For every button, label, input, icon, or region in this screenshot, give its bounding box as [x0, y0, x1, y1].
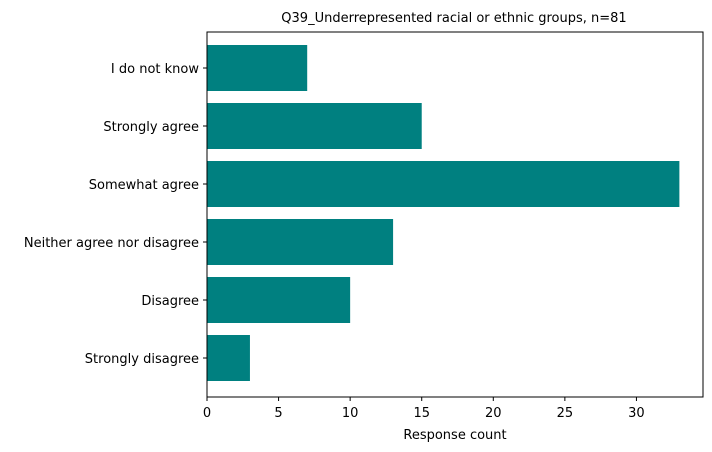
x-tick-label: 10 — [342, 406, 359, 421]
x-tick-label: 0 — [203, 406, 211, 421]
bar-disagree — [207, 277, 351, 323]
y-tick-label: Disagree — [141, 294, 199, 309]
chart-title: Q39_Underrepresented racial or ethnic gr… — [281, 11, 626, 26]
y-tick-label: I do not know — [111, 62, 199, 77]
y-tick-label: Neither agree nor disagree — [24, 236, 199, 251]
x-tick-label: 25 — [557, 406, 574, 421]
bar-strongly-disagree — [207, 335, 250, 381]
plot-frame — [206, 31, 704, 398]
y-tick-label: Somewhat agree — [89, 178, 199, 193]
bar-strongly-agree — [207, 103, 422, 149]
bar-somewhat-agree — [207, 161, 680, 207]
y-axis-ticks: Strongly disagree Disagree Neither agree n… — [24, 62, 207, 367]
x-tick-label: 30 — [628, 406, 645, 421]
x-axis-ticks: 0 5 10 15 20 25 30 — [203, 397, 645, 421]
y-tick-label: Strongly disagree — [85, 352, 199, 367]
bar-i-do-not-know — [207, 45, 308, 91]
bars-group — [207, 45, 680, 381]
y-tick-label: Strongly agree — [103, 120, 199, 135]
x-axis-label: Response count — [403, 428, 506, 443]
bar-neither-agree-nor-disagree — [207, 219, 394, 265]
x-tick-label: 15 — [413, 406, 430, 421]
x-tick-label: 5 — [274, 406, 282, 421]
x-tick-label: 20 — [485, 406, 502, 421]
